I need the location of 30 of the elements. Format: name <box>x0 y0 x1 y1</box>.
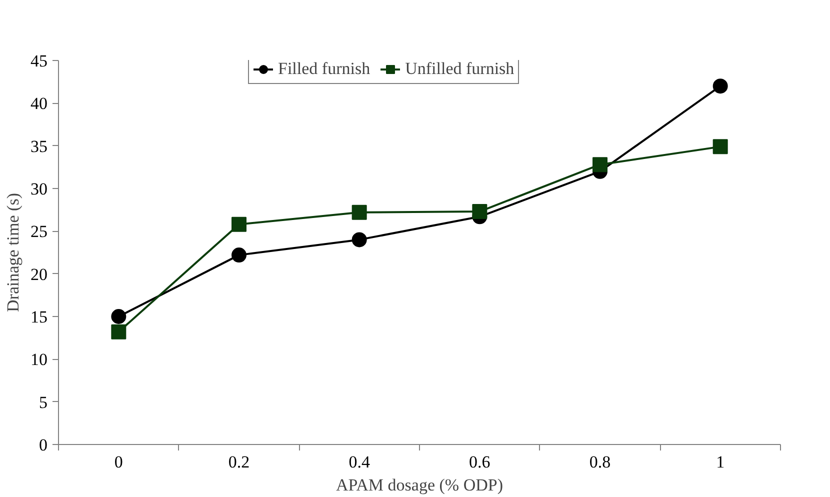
y-tick-label: 15 <box>30 308 48 326</box>
x-tick-label: 0 <box>114 452 123 472</box>
y-axis-title: Drainage time (s) <box>4 193 22 312</box>
point <box>352 232 367 248</box>
x-tick-label: 0.4 <box>348 452 370 472</box>
point <box>232 248 246 263</box>
point <box>232 216 246 232</box>
y-tick-label: 5 <box>39 392 48 412</box>
y-tick-label: 0 <box>39 436 48 454</box>
y-tick-label: 10 <box>30 350 48 370</box>
legend-label: Filled furnish <box>278 59 370 79</box>
point <box>592 157 608 172</box>
point <box>352 204 367 220</box>
y-tick-label: 35 <box>30 136 48 156</box>
point <box>111 324 126 340</box>
y-tick-label: 45 <box>30 52 48 70</box>
point <box>472 204 488 220</box>
x-tick-label: 0.2 <box>228 452 250 472</box>
legend-label: Unfilled furnish <box>405 59 514 79</box>
point <box>712 78 728 94</box>
y-tick-label: 30 <box>30 180 48 198</box>
x-axis-title: APAM dosage (% ODP) <box>336 476 504 494</box>
y-tick-label: 20 <box>30 264 48 284</box>
point <box>111 309 126 324</box>
x-tick-label: 0.6 <box>469 452 490 472</box>
point <box>712 139 728 154</box>
x-tick-label: 1 <box>716 452 725 472</box>
y-tick-label: 25 <box>30 222 48 242</box>
x-tick-label: 0.8 <box>589 452 611 472</box>
y-tick-label: 40 <box>30 94 48 114</box>
